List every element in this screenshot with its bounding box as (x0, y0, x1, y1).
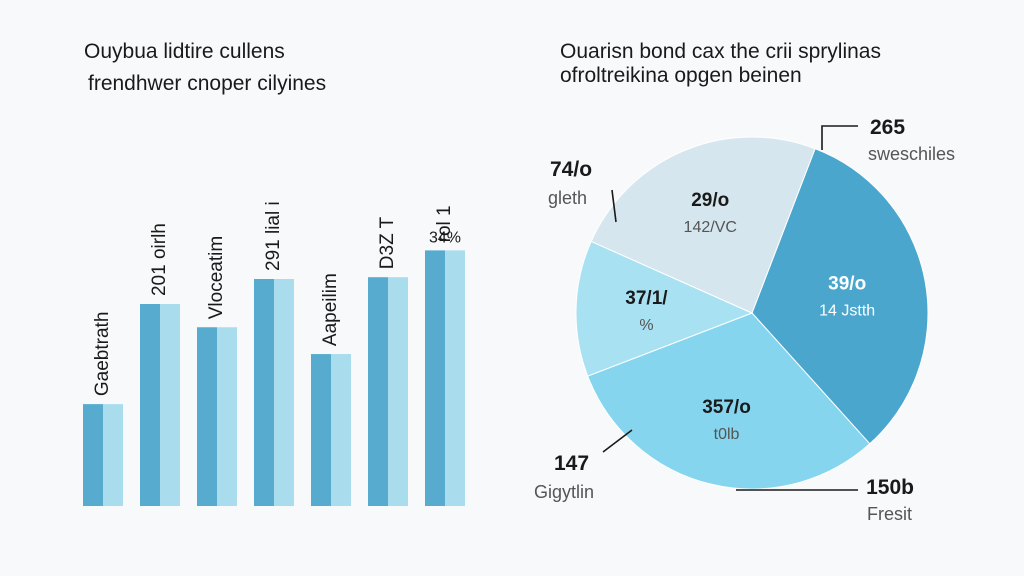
bar-dark-0 (83, 404, 103, 506)
pie-slice-2 (575, 240, 754, 377)
pie-chart-title-line-1: Ouarisn bond cax the crii sprylinas (560, 40, 881, 63)
pie-callout-label-2: Gigytlin (534, 482, 594, 502)
pie-slice-1 (587, 312, 871, 490)
pie-slice-value-label-0: 39/o (828, 273, 866, 294)
pie-slice-3 (590, 136, 816, 314)
bar-category-label-6: rol 1 (434, 205, 455, 242)
pie-slice-value-label-3: 29/o (691, 190, 729, 211)
pie-callout-value-2: 147 (554, 452, 589, 475)
pie-slice-value-label-1: 357/o (702, 397, 751, 418)
bar-light-5 (388, 277, 408, 506)
pie-slice-sub-label-2: % (639, 317, 653, 334)
bar-light-4 (331, 354, 351, 506)
bar-light-3 (274, 278, 294, 506)
bar-chart-title-line-2: frendhwer cnoper cilyines (88, 72, 327, 95)
bar-light-6 (445, 250, 465, 506)
pie-callout-label-0: sweschiles (868, 144, 955, 164)
bar-dark-2 (197, 327, 217, 506)
bar-light-2 (217, 327, 237, 506)
bar-dark-5 (368, 277, 388, 506)
pie-callout-value-3: 150b (866, 476, 914, 499)
pie-callout-leader-0 (821, 125, 858, 150)
pie-callout-label-1: gleth (548, 188, 587, 208)
pie-callout-value-0: 265 (870, 116, 905, 139)
pie-callout-leader-1 (611, 189, 617, 223)
pie-slice-value-label-2: 37/1/ (625, 288, 668, 309)
bar-category-label-0: Gaebtrath (92, 312, 113, 397)
bar-category-label-1: 201 oirlh (149, 223, 170, 296)
bar-category-label-3: 291 lial i (263, 201, 284, 271)
bar-dark-1 (140, 304, 160, 506)
pie-callout-leader-2 (602, 429, 633, 453)
pie-chart-title-line-2: ofroltreikina opgen beinen (560, 64, 802, 87)
pie-callout-label-3: Fresit (867, 504, 912, 524)
bar-dark-4 (311, 354, 331, 506)
pie-slice-sub-label-1: t0lb (714, 426, 740, 443)
bar-category-label-5: D3Z T (377, 216, 398, 269)
bar-dark-6 (425, 250, 445, 506)
bar-light-1 (160, 304, 180, 506)
pie-slice-sub-label-3: 142/VC (684, 219, 737, 236)
bar-dark-3 (254, 278, 274, 506)
bar-category-label-2: Vloceatim (206, 236, 227, 319)
bar-data-label-6: 34% (429, 229, 461, 246)
pie-callout-value-1: 74/o (550, 158, 592, 181)
bar-light-0 (103, 404, 123, 506)
pie-slice-0 (751, 148, 929, 445)
pie-slice-sub-label-0: 14 Jstth (819, 302, 875, 319)
bar-chart-title-line-1: Ouybua lidtire cullens (84, 40, 285, 63)
bar-category-label-4: Aapeilim (320, 273, 341, 346)
